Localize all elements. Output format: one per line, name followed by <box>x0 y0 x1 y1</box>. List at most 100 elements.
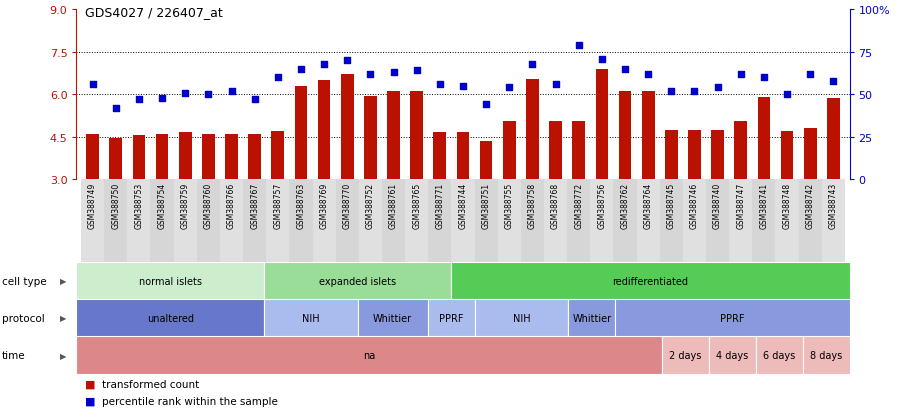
Point <box>618 66 632 73</box>
Point <box>664 88 679 95</box>
Bar <box>475 180 498 262</box>
Bar <box>475 299 568 337</box>
Text: protocol: protocol <box>2 313 45 323</box>
Bar <box>271 132 284 180</box>
Text: na: na <box>363 350 376 360</box>
Text: GSM388747: GSM388747 <box>736 182 745 228</box>
Bar <box>243 180 266 262</box>
Text: GSM388751: GSM388751 <box>482 182 491 228</box>
Bar <box>544 180 567 262</box>
Bar <box>683 180 706 262</box>
Bar <box>756 337 803 374</box>
Text: ▶: ▶ <box>60 276 67 285</box>
Text: redifferentiated: redifferentiated <box>612 276 689 286</box>
Bar <box>758 98 770 180</box>
Text: Whittier: Whittier <box>573 313 611 323</box>
Point <box>779 92 794 98</box>
Bar <box>803 337 850 374</box>
Text: GSM388767: GSM388767 <box>250 182 259 228</box>
Text: PPRF: PPRF <box>439 313 464 323</box>
Bar <box>128 180 150 262</box>
Bar <box>295 87 307 180</box>
Text: GSM388762: GSM388762 <box>620 182 629 228</box>
Bar <box>780 132 794 180</box>
Bar <box>613 180 636 262</box>
Bar <box>568 299 615 337</box>
Text: expanded islets: expanded islets <box>319 276 396 286</box>
Point <box>363 71 378 78</box>
Point <box>594 56 609 63</box>
Bar <box>480 142 493 180</box>
Text: GSM388740: GSM388740 <box>713 182 722 228</box>
Bar <box>220 180 243 262</box>
Bar <box>76 299 263 337</box>
Bar <box>382 180 405 262</box>
Point <box>201 92 216 98</box>
Text: ▶: ▶ <box>60 351 67 360</box>
Text: GSM388749: GSM388749 <box>88 182 97 228</box>
Bar <box>335 180 359 262</box>
Text: GSM388748: GSM388748 <box>782 182 791 228</box>
Point <box>757 75 771 81</box>
Bar <box>317 81 331 180</box>
Bar <box>266 180 289 262</box>
Point <box>572 43 586 49</box>
Point <box>225 88 239 95</box>
Bar <box>729 180 752 262</box>
Text: normal islets: normal islets <box>138 276 201 286</box>
Point <box>641 71 655 78</box>
Point <box>548 81 563 88</box>
Text: GSM388757: GSM388757 <box>273 182 282 228</box>
Text: 2 days: 2 days <box>670 350 702 360</box>
Bar <box>827 99 840 180</box>
Bar <box>636 180 660 262</box>
Text: GSM388766: GSM388766 <box>227 182 236 228</box>
Bar <box>156 135 168 180</box>
Bar <box>822 180 845 262</box>
Point <box>525 61 539 68</box>
Bar <box>289 180 313 262</box>
Text: GSM388763: GSM388763 <box>297 182 306 228</box>
Point <box>132 97 147 103</box>
Text: time: time <box>2 350 25 360</box>
Text: 4 days: 4 days <box>717 350 749 360</box>
Text: GSM388754: GSM388754 <box>157 182 166 228</box>
Text: 8 days: 8 days <box>810 350 842 360</box>
Text: GSM388764: GSM388764 <box>644 182 653 228</box>
Point <box>85 81 100 88</box>
Text: GSM388744: GSM388744 <box>458 182 467 228</box>
Text: GSM388756: GSM388756 <box>597 182 606 228</box>
Text: Whittier: Whittier <box>373 313 413 323</box>
Text: GSM388758: GSM388758 <box>528 182 537 228</box>
Bar <box>104 180 128 262</box>
Bar <box>341 75 353 180</box>
Point <box>826 78 841 85</box>
Bar <box>433 133 446 180</box>
Bar <box>615 299 850 337</box>
Text: GSM388768: GSM388768 <box>551 182 560 228</box>
Text: GSM388769: GSM388769 <box>320 182 329 228</box>
Text: unaltered: unaltered <box>147 313 193 323</box>
Bar <box>688 130 701 180</box>
Text: GSM388750: GSM388750 <box>111 182 120 228</box>
Bar <box>663 337 709 374</box>
Bar <box>359 180 382 262</box>
Bar <box>591 180 613 262</box>
Point <box>687 88 701 95</box>
Point <box>317 61 332 68</box>
Text: GSM388746: GSM388746 <box>690 182 699 228</box>
Bar <box>711 130 724 180</box>
Bar <box>86 135 99 180</box>
Bar <box>734 122 747 180</box>
Bar <box>313 180 335 262</box>
Point <box>387 70 401 76</box>
Bar <box>752 180 776 262</box>
Point <box>271 75 285 81</box>
Bar <box>76 337 663 374</box>
Text: PPRF: PPRF <box>720 313 744 323</box>
Bar <box>110 139 122 180</box>
Bar <box>174 180 197 262</box>
Text: GSM388741: GSM388741 <box>760 182 769 228</box>
Bar <box>263 262 451 299</box>
Bar <box>132 136 146 180</box>
